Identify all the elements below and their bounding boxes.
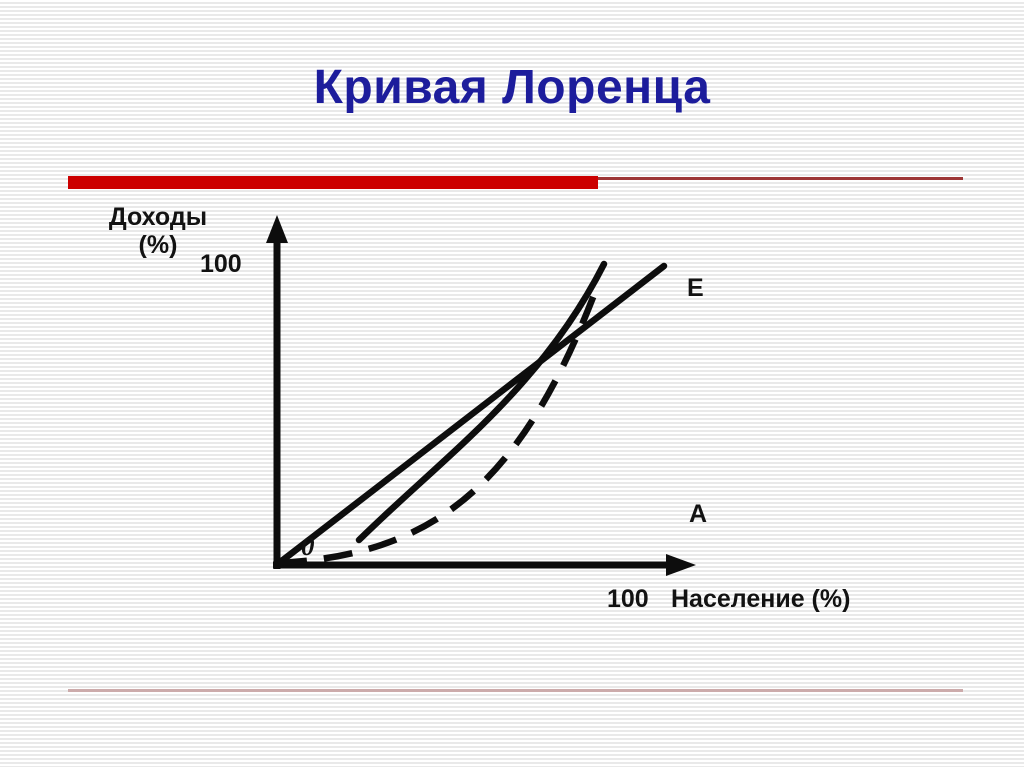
y-axis-title: Доходы (%) — [88, 203, 228, 259]
x-max-tick-label: 100 — [607, 585, 649, 613]
x-axis-arrowhead — [666, 554, 696, 576]
y-max-tick-label: 100 — [200, 250, 242, 278]
y-axis-title-line1: Доходы — [108, 203, 208, 231]
lorenz-dashed-curve — [277, 285, 601, 567]
accent-bar-thin — [598, 177, 963, 180]
solid-curve — [355, 260, 608, 544]
footer-divider-line — [68, 689, 963, 692]
origin-label: 0 — [301, 531, 315, 561]
accent-bar-thick — [68, 176, 598, 189]
equality-line — [275, 262, 668, 567]
lorenz-curve-label: A — [689, 500, 708, 528]
y-axis-arrowhead — [266, 215, 288, 243]
equality-line-label: E — [687, 274, 704, 302]
x-axis-title: Население (%) — [671, 585, 851, 613]
y-axis-title-line2: (%) — [138, 231, 178, 259]
slide-title: Кривая Лоренца — [313, 61, 711, 114]
